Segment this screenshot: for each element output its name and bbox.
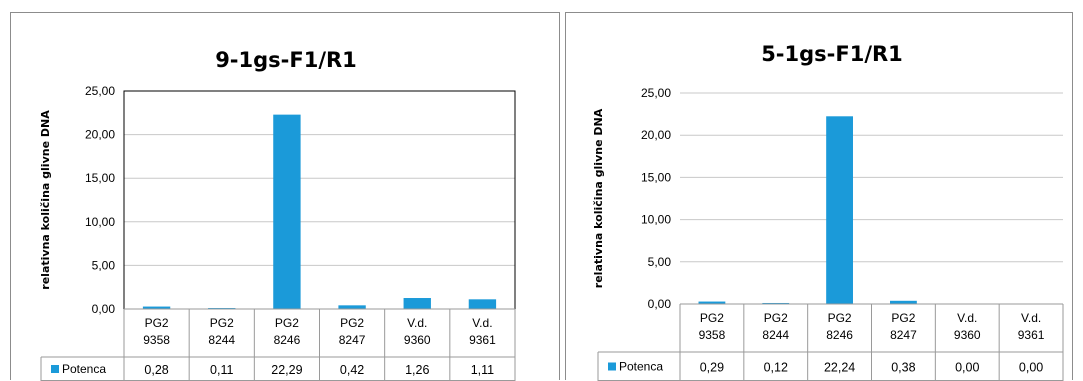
- y-tick-label: 25,00: [85, 84, 115, 98]
- chart-title: 9-1gs-F1/R1: [215, 48, 357, 72]
- y-tick-label: 10,00: [641, 213, 671, 227]
- category-label: PG2: [764, 311, 788, 325]
- data-label: 0,38: [891, 361, 915, 375]
- legend-key: [51, 365, 59, 373]
- category-label: PG2: [340, 316, 364, 330]
- y-tick-label: 5,00: [92, 258, 116, 272]
- category-label: PG2: [891, 311, 915, 325]
- legend-key: [608, 362, 616, 371]
- legend-label: Potenca: [619, 360, 663, 374]
- bar: [826, 116, 853, 304]
- category-label: 8247: [339, 333, 366, 347]
- y-tick-label: 15,00: [641, 170, 671, 184]
- chart-svg: 5-1gs-F1/R1 relativna količina glivne DNA…: [592, 42, 1064, 381]
- y-tick-label: 25,00: [641, 86, 671, 100]
- plot-area-border: [123, 90, 516, 310]
- category-label: 9360: [404, 333, 431, 347]
- category-label: PG2: [145, 316, 169, 330]
- chart-title: 5-1gs-F1/R1: [761, 42, 903, 66]
- data-label: 0,28: [144, 363, 168, 377]
- bar: [142, 306, 171, 309]
- category-label: PG2: [700, 311, 724, 325]
- data-label: 1,11: [471, 363, 494, 377]
- data-label: 0,12: [764, 361, 788, 375]
- category-label: 9361: [469, 333, 496, 347]
- chart-panel-left: 9-1gs-F1/R1 relativna količina glivne DNA…: [10, 12, 560, 381]
- category-label: 9358: [699, 328, 726, 342]
- y-tick-label: 5,00: [648, 255, 672, 269]
- category-label: 8246: [826, 328, 853, 342]
- chart-svg: 9-1gs-F1/R1 relativna količina glivne DNA…: [39, 48, 516, 381]
- bar: [698, 301, 726, 304]
- data-label: 1,26: [405, 363, 429, 377]
- data-label: 0,29: [700, 361, 724, 375]
- y-tick-label: 20,00: [641, 128, 671, 142]
- bar: [468, 299, 497, 309]
- chart-panel-right: 5-1gs-F1/R1 relativna količina glivne DNA…: [565, 12, 1073, 381]
- category-label: 9360: [954, 328, 981, 342]
- category-label: V.d.: [957, 311, 977, 325]
- y-axis-label: relativna količina glivne DNA: [39, 110, 52, 290]
- category-label: 8247: [890, 328, 917, 342]
- category-label: 9361: [1018, 328, 1045, 342]
- bar: [273, 114, 301, 310]
- data-label: 0,00: [955, 361, 979, 375]
- y-tick-label: 10,00: [85, 215, 115, 229]
- data-label: 0,11: [210, 363, 233, 377]
- category-label: PG2: [210, 316, 234, 330]
- category-label: PG2: [275, 316, 299, 330]
- data-label: 0,00: [1019, 361, 1043, 375]
- bar: [338, 305, 366, 309]
- data-label: 22,29: [271, 363, 302, 377]
- y-tick-label: 15,00: [85, 171, 115, 185]
- category-label: PG2: [828, 311, 852, 325]
- bar: [762, 302, 790, 304]
- category-label: 8244: [208, 333, 235, 347]
- bar: [890, 300, 917, 304]
- category-label: 8246: [274, 333, 301, 347]
- data-label: 22,24: [824, 361, 855, 375]
- y-axis-label: relativna količina glivne DNA: [592, 108, 605, 288]
- category-label: V.d.: [407, 316, 427, 330]
- y-tick-label: 0,00: [648, 297, 672, 311]
- legend-label: Potenca: [62, 362, 106, 376]
- category-label: 9358: [143, 333, 170, 347]
- y-tick-label: 0,00: [92, 302, 116, 316]
- data-label: 0,42: [340, 363, 364, 377]
- category-label: 8244: [762, 328, 789, 342]
- bar: [403, 298, 431, 309]
- y-tick-label: 20,00: [85, 128, 115, 142]
- category-label: V.d.: [1021, 311, 1041, 325]
- category-label: V.d.: [472, 316, 492, 330]
